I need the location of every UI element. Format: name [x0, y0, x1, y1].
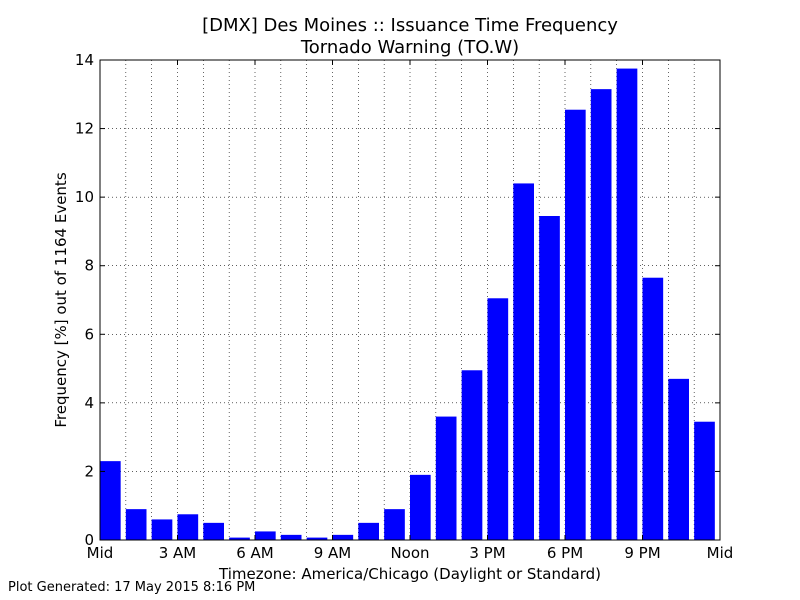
x-tick-label: 9 AM	[314, 544, 352, 562]
bar	[410, 474, 431, 540]
y-tick-label: 4	[84, 394, 94, 412]
plot-generated-footer: Plot Generated: 17 May 2015 8:16 PM	[8, 580, 255, 595]
bars	[100, 68, 715, 541]
bar	[616, 68, 638, 541]
x-tick-label: 3 PM	[469, 544, 505, 562]
bar	[358, 522, 379, 540]
y-tick-label: 2	[84, 462, 94, 480]
y-tick-label: 14	[75, 51, 94, 69]
bar	[100, 461, 121, 540]
bar	[280, 534, 302, 540]
x-tick-label: Noon	[390, 544, 429, 562]
bar	[384, 509, 405, 540]
x-tick-label: 6 AM	[236, 544, 274, 562]
y-axis-label: Frequency [%] out of 1164 Events	[52, 172, 70, 427]
x-axis-label: Timezone: America/Chicago (Daylight or S…	[218, 565, 601, 583]
y-tick-label: 6	[84, 325, 94, 343]
x-tick-label: Mid	[87, 544, 114, 562]
bar	[229, 537, 250, 540]
y-tick-label: 0	[84, 531, 94, 549]
bar	[255, 531, 276, 540]
bar	[590, 89, 612, 541]
bar	[177, 514, 199, 540]
y-tick-label: 8	[84, 257, 94, 275]
chart-title: [DMX] Des Moines :: Issuance Time Freque…	[202, 15, 618, 36]
bar	[539, 216, 560, 540]
bar	[332, 534, 354, 540]
x-tick-label: 3 AM	[159, 544, 197, 562]
bar	[151, 519, 173, 540]
axis-ticks: 0 2 4 6 8 10 12 14 Mid 3 AM 6 AM 9 AM Noon 3 PM 6 PM 9 …	[75, 51, 733, 562]
bar	[513, 183, 534, 540]
bar	[694, 421, 715, 540]
bar	[306, 537, 328, 540]
chart-subtitle: Tornado Warning (TO.W)	[300, 37, 519, 58]
bar	[125, 509, 147, 540]
y-tick-label: 10	[75, 188, 94, 206]
bar	[461, 370, 483, 540]
bar	[668, 378, 689, 540]
x-tick-label: 6 PM	[547, 544, 583, 562]
y-tick-label: 12	[75, 120, 94, 138]
bar	[642, 277, 664, 540]
bar	[435, 416, 457, 540]
bar	[487, 298, 509, 540]
bar	[203, 522, 224, 540]
x-tick-label: Mid	[707, 544, 734, 562]
x-tick-label: 9 PM	[624, 544, 660, 562]
bar	[565, 109, 586, 540]
